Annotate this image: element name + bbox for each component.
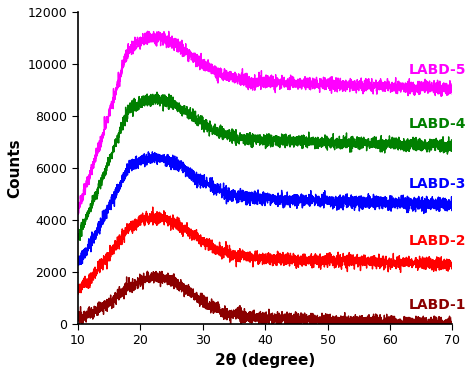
Text: LABD-4: LABD-4 xyxy=(409,117,466,131)
X-axis label: 2θ (degree): 2θ (degree) xyxy=(215,353,315,368)
Y-axis label: Counts: Counts xyxy=(7,138,22,198)
Text: LABD-3: LABD-3 xyxy=(409,177,466,190)
Text: LABD-5: LABD-5 xyxy=(409,63,466,78)
Text: LABD-2: LABD-2 xyxy=(409,234,466,248)
Text: LABD-1: LABD-1 xyxy=(409,298,466,312)
